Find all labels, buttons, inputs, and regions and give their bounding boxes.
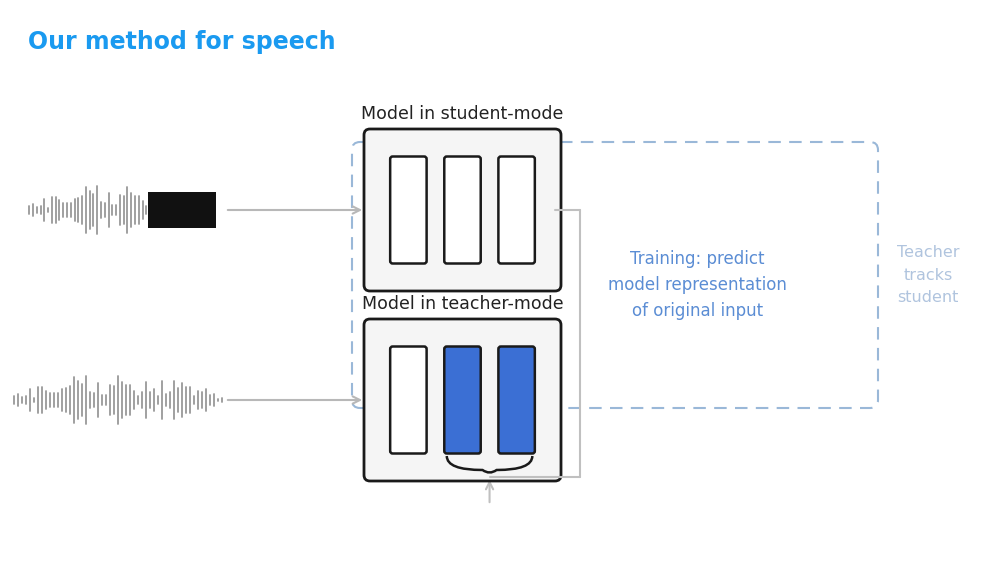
FancyBboxPatch shape [444, 157, 481, 263]
FancyBboxPatch shape [390, 157, 427, 263]
Text: Model in student-mode: Model in student-mode [361, 105, 564, 123]
Text: Our method for speech: Our method for speech [28, 30, 336, 54]
Text: Teacher
tracks
student: Teacher tracks student [897, 245, 959, 305]
Text: Model in teacher-mode: Model in teacher-mode [361, 295, 563, 313]
FancyBboxPatch shape [444, 347, 481, 453]
FancyBboxPatch shape [364, 129, 561, 291]
FancyBboxPatch shape [498, 347, 535, 453]
FancyBboxPatch shape [498, 157, 535, 263]
FancyBboxPatch shape [148, 192, 216, 228]
Text: Training: predict
model representation
of original input: Training: predict model representation o… [608, 249, 786, 320]
FancyBboxPatch shape [390, 347, 427, 453]
FancyBboxPatch shape [364, 319, 561, 481]
